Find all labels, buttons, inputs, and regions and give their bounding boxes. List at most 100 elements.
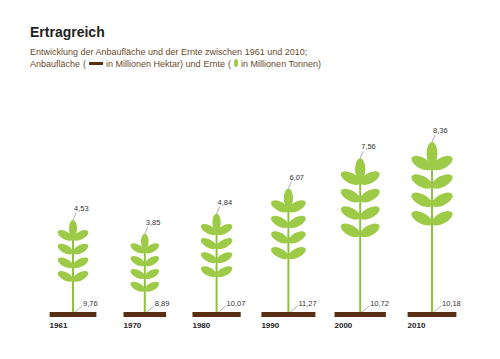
leaf — [215, 264, 234, 280]
leader-line — [288, 182, 291, 189]
leaf — [358, 168, 382, 187]
leaf — [56, 228, 75, 243]
leaf — [71, 242, 90, 257]
leaf — [199, 222, 218, 238]
legend-text: Ernte — [204, 59, 226, 69]
leaf — [286, 198, 308, 215]
data-label: 10,72 — [370, 299, 389, 308]
leaf — [269, 244, 291, 261]
title: Ertragreich — [30, 24, 105, 40]
data-label: 9,76 — [83, 299, 98, 308]
legend-text: in Millionen Hektar) und — [106, 59, 201, 69]
leaf — [429, 190, 454, 210]
leaf — [71, 269, 90, 284]
leaf — [199, 236, 218, 252]
leaf — [286, 229, 308, 246]
leaf — [358, 221, 382, 240]
leaf — [199, 264, 218, 280]
plant — [269, 189, 308, 312]
leaf — [339, 186, 363, 205]
data-label: 7,56 — [361, 142, 376, 151]
leader-line — [217, 207, 220, 214]
leaf — [269, 213, 291, 230]
ground-bar — [124, 312, 167, 317]
data-label: 8,89 — [155, 299, 170, 308]
legend-icon-crop — [234, 59, 238, 67]
legend-text: in Millionen Tonnen) — [241, 59, 321, 69]
leaf — [143, 280, 161, 294]
leaf — [286, 213, 308, 230]
leaf — [129, 241, 147, 255]
leaf — [409, 190, 434, 210]
leaf — [358, 203, 382, 222]
chart: Ertragreich Entwicklung der Anbaufläche u… — [0, 0, 500, 359]
ground-bar — [192, 312, 240, 317]
data-label: 10,07 — [227, 299, 246, 308]
tick-label: 2010 — [408, 321, 426, 330]
legend-text: Anbaufläche — [30, 59, 80, 69]
leaf — [129, 254, 147, 268]
leaf — [71, 228, 90, 243]
data-label: 11,27 — [298, 299, 316, 308]
ground-bar — [50, 312, 97, 317]
data-label: 4,53 — [74, 204, 89, 213]
legend-icon-area — [89, 62, 103, 65]
legend-text: ( — [228, 59, 231, 69]
leaf — [143, 241, 161, 255]
leaf — [429, 208, 454, 228]
leaf — [358, 186, 382, 205]
leader-line — [432, 135, 435, 142]
ground-bar — [335, 312, 386, 317]
leaf — [339, 221, 363, 240]
plot-area — [50, 142, 457, 317]
leaf — [339, 168, 363, 187]
leaf — [143, 267, 161, 281]
leader-line — [362, 306, 369, 312]
tick-label: 2000 — [335, 321, 353, 330]
leaf — [215, 222, 234, 238]
leader-line — [73, 213, 76, 220]
leaf — [71, 255, 90, 270]
leaf — [199, 250, 218, 266]
data-label: 6,07 — [289, 173, 304, 182]
tick-label: 1990 — [261, 321, 279, 330]
ground-bar — [261, 312, 315, 317]
leaf — [286, 244, 308, 261]
tick-label: 1970 — [124, 321, 142, 330]
leaf — [429, 171, 454, 191]
leaf — [339, 203, 363, 222]
leaf — [56, 269, 75, 284]
legend-text: ( — [83, 59, 86, 69]
leaf — [409, 171, 434, 191]
leaf — [215, 250, 234, 266]
leaf — [269, 229, 291, 246]
leaf — [143, 254, 161, 268]
leaf — [409, 208, 434, 228]
leaf — [56, 242, 75, 257]
data-label: 4,84 — [218, 198, 233, 207]
leader-line — [145, 227, 148, 234]
leaf — [429, 153, 454, 173]
leader-line — [75, 306, 82, 312]
leaf — [129, 267, 147, 281]
leaf — [56, 255, 75, 270]
leaf — [215, 236, 234, 252]
leaf — [409, 153, 434, 173]
leaf — [269, 198, 291, 215]
leader-line — [434, 306, 441, 312]
ground-bar — [408, 312, 457, 317]
leader-line — [360, 151, 363, 158]
leader-line — [147, 306, 154, 312]
plant — [339, 158, 382, 312]
leaf — [129, 280, 147, 294]
leader-line — [219, 306, 226, 312]
subtitle: Entwicklung der Anbaufläche und der Ernt… — [30, 47, 307, 57]
tick-label: 1961 — [50, 321, 68, 330]
data-label: 8,36 — [433, 126, 448, 135]
data-label: 3,85 — [146, 218, 161, 227]
labels: 4,53 9,76 3,85 8,89 4,84 10,07 6,07 11,27 7,56 10… — [50, 126, 461, 330]
plant — [199, 214, 234, 312]
data-label: 10,18 — [442, 299, 461, 308]
tick-label: 1980 — [192, 321, 210, 330]
leader-line — [290, 306, 297, 312]
